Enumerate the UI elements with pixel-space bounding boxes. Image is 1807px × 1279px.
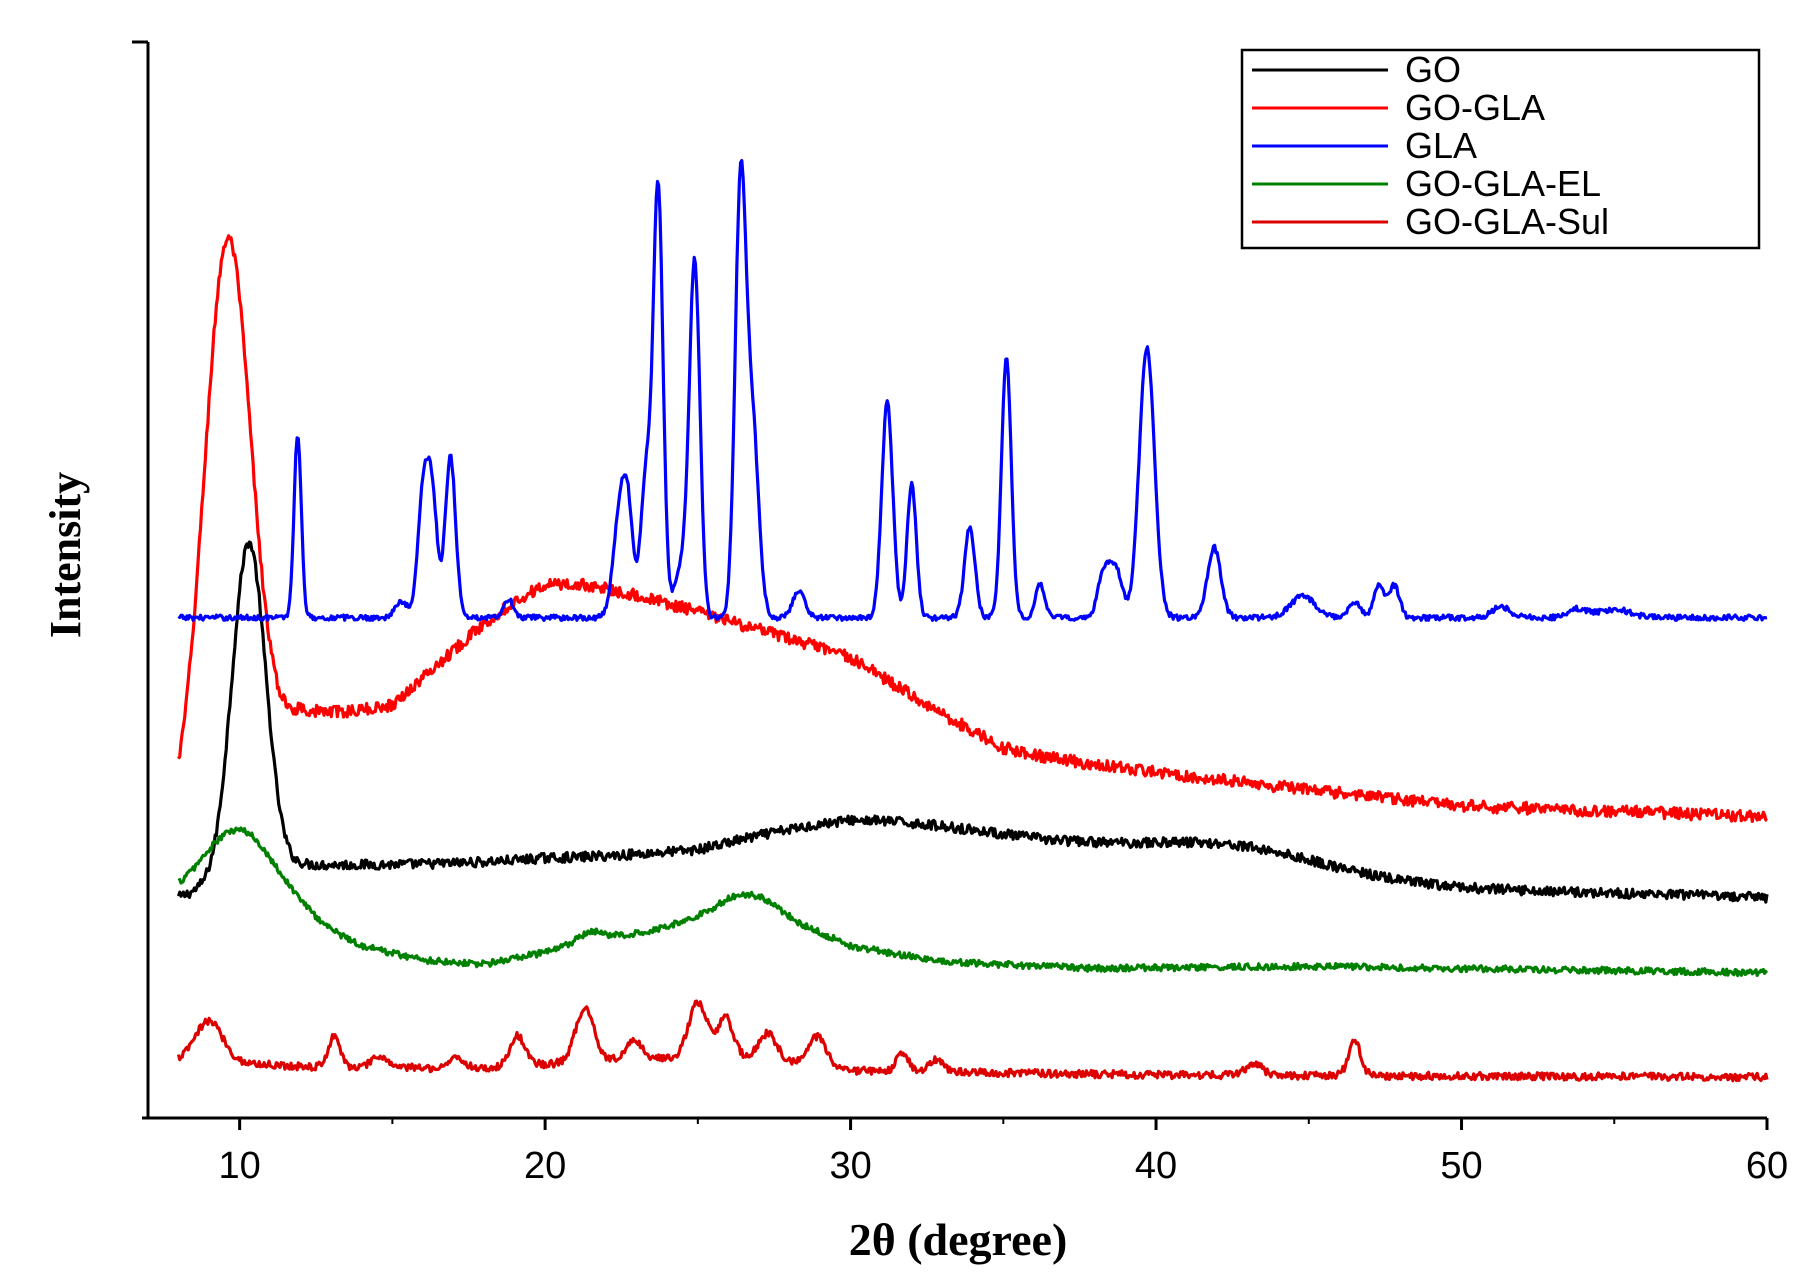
series-line-go	[176, 540, 1769, 904]
series-line-go-gla-sul	[176, 999, 1769, 1083]
x-tick-label: 40	[1135, 1145, 1177, 1187]
legend-label: GO-GLA-Sul	[1405, 201, 1609, 242]
x-tick-label: 30	[829, 1145, 871, 1187]
series-layer	[176, 159, 1769, 1083]
series-line-gla	[177, 159, 1768, 622]
legend-label: GO	[1405, 49, 1461, 90]
x-ticks: 10 20 30 40 50 60	[219, 1118, 1788, 1187]
x-tick-label: 50	[1440, 1145, 1482, 1187]
x-tick-label: 10	[219, 1145, 261, 1187]
y-axis-title: Intensity	[41, 472, 90, 638]
legend-label: GO-GLA-EL	[1405, 163, 1601, 204]
legend-label: GO-GLA	[1405, 87, 1545, 128]
series-line-go-gla	[177, 234, 1768, 823]
x-tick-label: 60	[1746, 1145, 1788, 1187]
legend-label: GLA	[1405, 125, 1477, 166]
x-axis-title: 2θ (degree)	[849, 1214, 1068, 1265]
legend-frame	[1240, 48, 1761, 250]
x-tick-label: 20	[524, 1145, 566, 1187]
axes	[132, 40, 1767, 1120]
series-line-go-gla-el	[177, 826, 1769, 978]
